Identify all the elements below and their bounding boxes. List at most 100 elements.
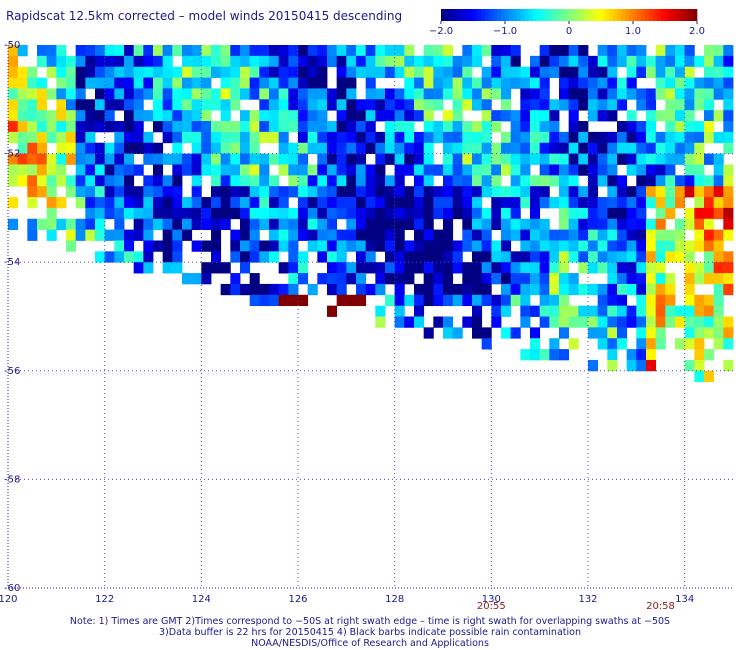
heatmap-cell [404, 66, 415, 78]
heatmap-cell [75, 88, 86, 100]
heatmap-cell [317, 131, 328, 144]
heatmap-cell [646, 164, 657, 176]
heatmap-cell [375, 175, 386, 187]
heatmap-cell [220, 153, 231, 165]
heatmap-cell [104, 110, 115, 122]
heatmap-cell [568, 283, 579, 296]
heatmap-cell [491, 218, 502, 231]
heatmap-cell [501, 251, 512, 263]
heatmap-cell [578, 229, 589, 241]
heatmap-cell [66, 110, 77, 122]
heatmap-cell [404, 142, 415, 154]
heatmap-cell [269, 121, 280, 133]
heatmap-cell [549, 45, 560, 57]
heatmap-cell [182, 99, 193, 111]
heatmap-cell [443, 262, 454, 274]
heatmap-cell [375, 45, 386, 57]
heatmap-cell [607, 110, 618, 122]
heatmap-cell [626, 349, 637, 361]
heatmap-cell [385, 110, 396, 122]
heatmap-cell [394, 186, 405, 198]
heatmap-cell [713, 77, 724, 89]
heatmap-cell [617, 207, 628, 220]
heatmap-cell [346, 55, 357, 68]
heatmap-cell [278, 229, 289, 241]
heatmap-cell [307, 99, 318, 111]
heatmap-cell [114, 251, 125, 263]
heatmap-cell [597, 55, 608, 68]
heatmap-cell [520, 240, 531, 252]
heatmap-cell [636, 273, 647, 285]
heatmap-cell [655, 77, 666, 89]
heatmap-cell [646, 240, 657, 252]
heatmap-cell [414, 153, 425, 165]
heatmap-cell [462, 99, 473, 111]
heatmap-cell [114, 164, 125, 176]
heatmap-cell [646, 55, 657, 68]
heatmap-cell [684, 55, 695, 68]
heatmap-cell [578, 305, 589, 317]
colorbar-tick-label: 0 [566, 26, 572, 37]
heatmap-cell [211, 153, 222, 165]
heatmap-cell [172, 153, 183, 165]
heatmap-cell [37, 131, 48, 144]
heatmap-cell [336, 273, 347, 285]
heatmap-cell [288, 110, 299, 122]
heatmap-cell [240, 175, 251, 187]
heatmap-cell [626, 55, 637, 68]
colorbar-segment [649, 9, 654, 21]
heatmap-cell [423, 142, 434, 154]
heatmap-cell [559, 262, 570, 274]
heatmap-cell [346, 45, 357, 57]
heatmap-cell [530, 240, 541, 252]
heatmap-cell [317, 153, 328, 165]
heatmap-cell [568, 121, 579, 133]
heatmap-cell [665, 164, 676, 176]
heatmap-cell [414, 218, 425, 231]
heatmap-cell [95, 197, 106, 209]
heatmap-cell [626, 207, 637, 220]
heatmap-cell [201, 131, 212, 144]
heatmap-cell [626, 142, 637, 154]
heatmap-cell [249, 251, 260, 263]
heatmap-cell [249, 207, 260, 220]
heatmap-cell [646, 349, 657, 361]
colorbar-segment [513, 9, 518, 21]
heatmap-cell [481, 283, 492, 296]
heatmap-cell [375, 153, 386, 165]
heatmap-cell [568, 207, 579, 220]
heatmap-cell [104, 164, 115, 176]
heatmap-cell [636, 327, 647, 339]
heatmap-cell [597, 66, 608, 78]
heatmap-cell [549, 273, 560, 285]
heatmap-cell [124, 55, 135, 68]
heatmap-cell [723, 229, 734, 241]
heatmap-cell [259, 175, 270, 187]
heatmap-cell [8, 131, 19, 144]
heatmap-cell [578, 240, 589, 252]
heatmap-cell [394, 273, 405, 285]
heatmap-cell [211, 207, 222, 220]
heatmap-cell [713, 305, 724, 317]
heatmap-cell [153, 164, 164, 176]
heatmap-cell [249, 164, 260, 176]
heatmap-cell [665, 77, 676, 89]
heatmap-cell [423, 283, 434, 296]
heatmap-cell [520, 294, 531, 307]
heatmap-cell [414, 207, 425, 220]
heatmap-cell [626, 305, 637, 317]
heatmap-cell [356, 164, 367, 176]
heatmap-cell [462, 262, 473, 274]
colorbar-segment [473, 9, 478, 21]
heatmap-cell [588, 110, 599, 122]
heatmap-cell [520, 229, 531, 241]
heatmap-cell [510, 327, 521, 339]
heatmap-cell [530, 262, 541, 274]
heatmap-cell [56, 110, 67, 122]
heatmap-cell [520, 121, 531, 133]
colorbar-segment [681, 9, 686, 21]
heatmap-cell [520, 66, 531, 78]
heatmap-cell [298, 186, 309, 198]
heatmap-cell [462, 186, 473, 198]
heatmap-cell [385, 229, 396, 241]
